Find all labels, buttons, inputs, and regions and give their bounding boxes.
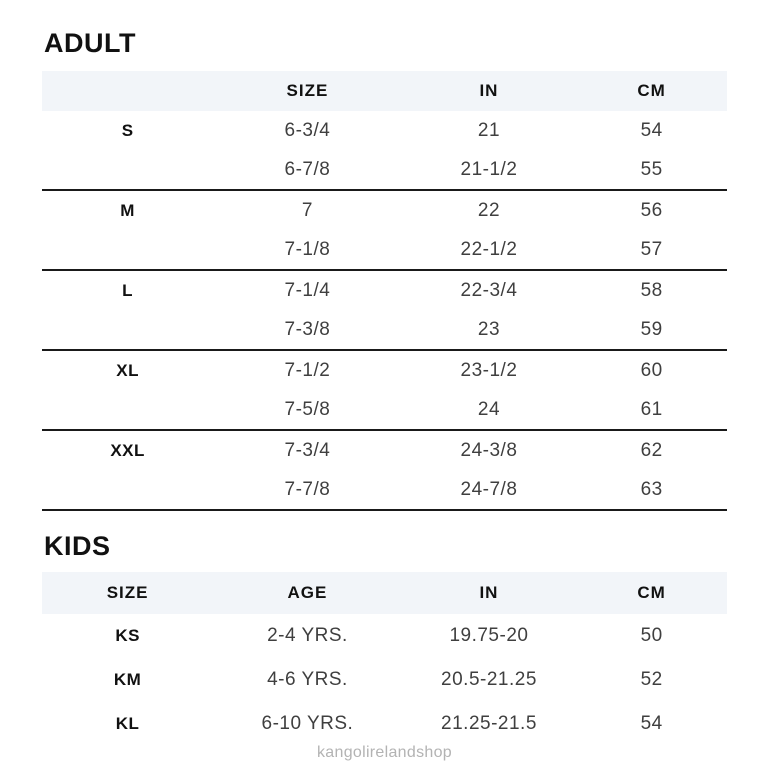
table-row: 7-3/8 23 59 bbox=[42, 310, 727, 349]
hat-size-value: 7 bbox=[301, 199, 313, 221]
adult-size-group-m: M 7 22 56 7-1/8 22-1/2 57 bbox=[42, 191, 727, 271]
size-label: M bbox=[120, 200, 135, 220]
inches-value: 24-3/8 bbox=[460, 439, 518, 461]
hat-size-value: 7-7/8 bbox=[284, 478, 331, 500]
kids-section-title: KIDS bbox=[44, 531, 111, 561]
cm-value: 57 bbox=[640, 238, 663, 260]
table-row: KS 2-4 YRS. 19.75-20 50 bbox=[42, 614, 727, 658]
inches-value: 22-3/4 bbox=[460, 279, 518, 301]
hat-size-value: 7-3/8 bbox=[284, 318, 331, 340]
table-row: S 6-3/4 21 54 bbox=[42, 111, 727, 150]
size-label: KS bbox=[115, 626, 140, 645]
table-row: L 7-1/4 22-3/4 58 bbox=[42, 271, 727, 310]
hat-size-value: 7-1/2 bbox=[284, 359, 331, 381]
inches-value: 19.75-20 bbox=[449, 625, 529, 646]
size-label: KM bbox=[113, 670, 142, 689]
inches-value: 21 bbox=[477, 119, 501, 141]
hat-size-value: 7-1/4 bbox=[284, 279, 331, 301]
kids-header-in: IN bbox=[479, 583, 499, 602]
size-label: L bbox=[122, 280, 134, 300]
adult-size-group-s: S 6-3/4 21 54 6-7/8 21-1/2 55 bbox=[42, 111, 727, 191]
adult-header-in: IN bbox=[479, 81, 499, 100]
adult-header-size: SIZE bbox=[286, 81, 329, 100]
cm-value: 50 bbox=[640, 625, 663, 646]
table-row: 6-7/8 21-1/2 55 bbox=[42, 150, 727, 189]
inches-value: 23-1/2 bbox=[460, 359, 518, 381]
cm-value: 61 bbox=[640, 398, 663, 420]
hat-size-value: 7-1/8 bbox=[284, 238, 331, 260]
inches-value: 20.5-21.25 bbox=[441, 669, 537, 690]
adult-size-group-xxl: XXL 7-3/4 24-3/8 62 7-7/8 24-7/8 63 bbox=[42, 431, 727, 511]
hat-size-value: 7-5/8 bbox=[284, 398, 331, 420]
inches-value: 21.25-21.5 bbox=[441, 713, 537, 734]
hat-size-value: 6-7/8 bbox=[284, 158, 331, 180]
cm-value: 54 bbox=[640, 713, 663, 734]
inches-value: 24-7/8 bbox=[460, 478, 518, 500]
cm-value: 52 bbox=[640, 669, 663, 690]
cm-value: 54 bbox=[640, 119, 663, 141]
table-row: XXL 7-3/4 24-3/8 62 bbox=[42, 431, 727, 470]
adult-size-group-xl: XL 7-1/2 23-1/2 60 7-5/8 24 61 bbox=[42, 351, 727, 431]
inches-value: 23 bbox=[477, 318, 501, 340]
hat-size-value: 7-3/4 bbox=[284, 439, 331, 461]
size-label: S bbox=[121, 120, 134, 140]
adult-size-table: SIZE IN CM S 6-3/4 21 54 6-7/8 21-1/2 55… bbox=[42, 71, 727, 511]
hat-size-value: 6-3/4 bbox=[284, 119, 331, 141]
size-label: XXL bbox=[110, 440, 145, 460]
adult-size-group-l: L 7-1/4 22-3/4 58 7-3/8 23 59 bbox=[42, 271, 727, 351]
cm-value: 58 bbox=[640, 279, 663, 301]
size-label: XL bbox=[116, 360, 139, 380]
inches-value: 22 bbox=[477, 199, 501, 221]
cm-value: 55 bbox=[640, 158, 663, 180]
kids-table-header-row: SIZE AGE IN CM bbox=[42, 572, 727, 614]
adult-header-cm: CM bbox=[637, 81, 666, 100]
inches-value: 24 bbox=[477, 398, 501, 420]
age-value: 6-10 YRS. bbox=[261, 713, 354, 734]
kids-size-table: SIZE AGE IN CM KS 2-4 YRS. 19.75-20 50 K… bbox=[42, 572, 727, 746]
table-row: 7-5/8 24 61 bbox=[42, 390, 727, 429]
size-label: KL bbox=[115, 714, 140, 733]
inches-value: 21-1/2 bbox=[460, 158, 518, 180]
shop-watermark: kangolirelandshop bbox=[317, 744, 452, 761]
inches-value: 22-1/2 bbox=[460, 238, 518, 260]
kids-header-size: SIZE bbox=[106, 583, 149, 602]
table-row: KL 6-10 YRS. 21.25-21.5 54 bbox=[42, 702, 727, 746]
table-row: M 7 22 56 bbox=[42, 191, 727, 230]
adult-section-title: ADULT bbox=[44, 28, 136, 58]
age-value: 2-4 YRS. bbox=[267, 625, 348, 646]
cm-value: 60 bbox=[640, 359, 663, 381]
cm-value: 62 bbox=[640, 439, 663, 461]
cm-value: 59 bbox=[640, 318, 663, 340]
adult-table-header-row: SIZE IN CM bbox=[42, 71, 727, 111]
kids-header-age: AGE bbox=[287, 583, 328, 602]
table-row: XL 7-1/2 23-1/2 60 bbox=[42, 351, 727, 390]
table-row: 7-7/8 24-7/8 63 bbox=[42, 470, 727, 509]
table-row: KM 4-6 YRS. 20.5-21.25 52 bbox=[42, 658, 727, 702]
table-row: 7-1/8 22-1/2 57 bbox=[42, 230, 727, 269]
cm-value: 63 bbox=[640, 478, 663, 500]
cm-value: 56 bbox=[640, 199, 663, 221]
kids-header-cm: CM bbox=[637, 583, 666, 602]
age-value: 4-6 YRS. bbox=[267, 669, 348, 690]
